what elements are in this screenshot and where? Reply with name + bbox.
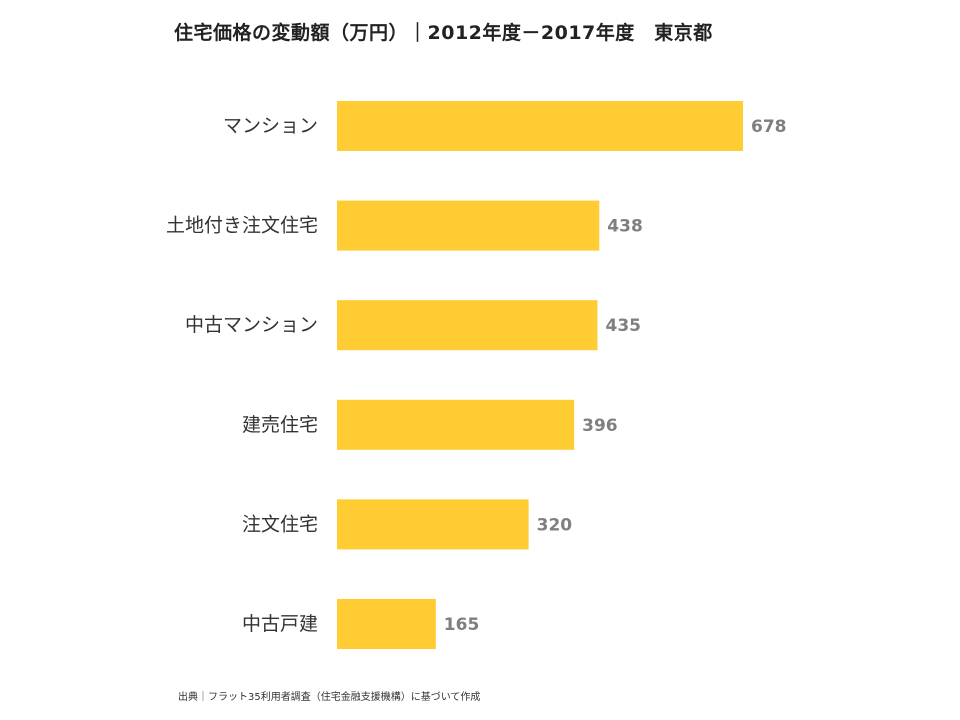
data-label: 396: [582, 416, 618, 436]
data-label: 438: [607, 217, 643, 237]
chart-title: 住宅価格の変動額（万円）｜2012年度－2017年度 東京都: [174, 22, 713, 44]
category-label: 土地付き注文住宅: [166, 215, 318, 237]
category-label: 中古戸建: [242, 613, 318, 635]
bar: [337, 101, 743, 151]
data-label: 165: [444, 615, 480, 635]
bar: [337, 300, 598, 351]
data-label: 678: [751, 117, 787, 137]
data-label: 435: [605, 316, 641, 336]
category-label: 中古マンション: [185, 314, 318, 336]
category-label: 建売住宅: [242, 414, 318, 436]
category-label: マンション: [223, 115, 318, 137]
bar: [337, 599, 436, 649]
bar: [337, 499, 529, 550]
bar: [337, 200, 600, 251]
source-note: 出典｜フラット35利用者調査（住宅金融支援機構）に基づいて作成: [178, 692, 481, 703]
category-label: 注文住宅: [242, 513, 318, 535]
bar: [337, 399, 575, 450]
data-label: 320: [537, 515, 573, 535]
